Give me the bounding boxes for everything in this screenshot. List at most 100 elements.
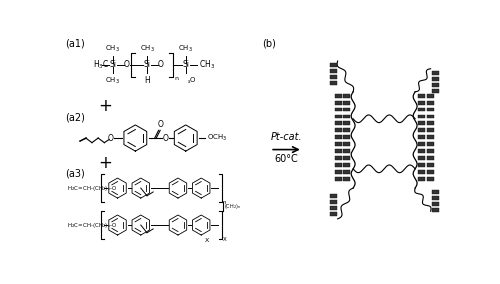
Text: H$_2$C=CH-(CH$_2$)$_n$-O: H$_2$C=CH-(CH$_2$)$_n$-O (67, 183, 118, 193)
Text: (a3): (a3) (65, 169, 84, 179)
Text: O: O (157, 120, 163, 129)
Bar (334, 170, 342, 174)
Bar (343, 142, 350, 146)
Text: 60°C: 60°C (274, 154, 298, 164)
Text: CH$_3$: CH$_3$ (106, 44, 120, 54)
Bar (427, 94, 434, 98)
Bar (334, 101, 342, 105)
Text: Si: Si (144, 60, 150, 69)
Bar (343, 101, 350, 105)
Bar (343, 149, 350, 153)
Text: Si: Si (182, 60, 189, 69)
Polygon shape (174, 125, 197, 151)
Text: (b): (b) (262, 39, 276, 49)
Polygon shape (169, 215, 186, 235)
Polygon shape (109, 215, 126, 235)
Bar (418, 101, 425, 105)
Polygon shape (169, 178, 186, 198)
Text: O: O (124, 60, 130, 69)
Bar (334, 135, 342, 139)
Bar (418, 163, 425, 167)
Bar (432, 190, 439, 194)
Bar (330, 75, 337, 79)
Bar (334, 149, 342, 153)
Bar (330, 194, 337, 198)
Polygon shape (132, 178, 150, 198)
Bar (343, 135, 350, 139)
Bar (343, 177, 350, 181)
Bar (343, 114, 350, 118)
Text: H$_2$C=CH-(CH$_2$)$_n$-O: H$_2$C=CH-(CH$_2$)$_n$-O (67, 221, 118, 229)
Bar (343, 156, 350, 160)
Bar (427, 128, 434, 132)
Polygon shape (192, 215, 210, 235)
Text: X: X (223, 237, 226, 242)
Text: X: X (204, 238, 209, 243)
Bar (330, 200, 337, 204)
Text: O: O (108, 133, 114, 143)
Bar (427, 122, 434, 125)
Bar (432, 83, 439, 87)
Bar (418, 108, 425, 111)
Bar (330, 82, 337, 85)
Bar (427, 156, 434, 160)
Text: CH$_3$: CH$_3$ (199, 59, 215, 71)
Text: Si: Si (110, 60, 116, 69)
Bar (334, 156, 342, 160)
Bar (427, 101, 434, 105)
Bar (418, 142, 425, 146)
Bar (418, 156, 425, 160)
Text: n: n (223, 201, 226, 205)
Text: CH$_3$: CH$_3$ (106, 76, 120, 86)
Bar (334, 142, 342, 146)
Polygon shape (109, 178, 126, 198)
Bar (330, 63, 337, 67)
Bar (343, 170, 350, 174)
Bar (330, 206, 337, 210)
Text: O: O (158, 60, 164, 69)
Bar (432, 202, 439, 206)
Bar (418, 149, 425, 153)
Bar (432, 89, 439, 93)
Bar (418, 135, 425, 139)
Text: Pt-cat.: Pt-cat. (270, 132, 302, 142)
Bar (432, 71, 439, 74)
Text: CH$_3$: CH$_3$ (140, 44, 154, 54)
Bar (427, 114, 434, 118)
Bar (418, 122, 425, 125)
Bar (334, 114, 342, 118)
Text: +: + (98, 154, 112, 172)
Text: n: n (174, 76, 178, 82)
Bar (427, 108, 434, 111)
Bar (427, 163, 434, 167)
Bar (330, 69, 337, 73)
Bar (343, 94, 350, 98)
Polygon shape (192, 178, 210, 198)
Bar (334, 122, 342, 125)
Bar (418, 94, 425, 98)
Text: O: O (162, 133, 168, 143)
Bar (418, 170, 425, 174)
Bar (418, 128, 425, 132)
Text: CH$_3$: CH$_3$ (178, 44, 193, 54)
Text: H: H (144, 76, 150, 85)
Bar (343, 163, 350, 167)
Bar (334, 128, 342, 132)
Bar (330, 212, 337, 216)
Text: (CH$_2$)$_n$: (CH$_2$)$_n$ (224, 202, 242, 211)
Bar (343, 128, 350, 132)
Text: H$_3$C: H$_3$C (94, 59, 110, 71)
Polygon shape (132, 215, 150, 235)
Bar (418, 177, 425, 181)
Bar (418, 114, 425, 118)
Bar (334, 94, 342, 98)
Text: $_s$O: $_s$O (188, 76, 197, 86)
Bar (343, 122, 350, 125)
Text: (a2): (a2) (65, 113, 84, 123)
Bar (432, 77, 439, 81)
Bar (334, 163, 342, 167)
Bar (334, 177, 342, 181)
Bar (432, 196, 439, 200)
Bar (427, 142, 434, 146)
Bar (343, 108, 350, 111)
